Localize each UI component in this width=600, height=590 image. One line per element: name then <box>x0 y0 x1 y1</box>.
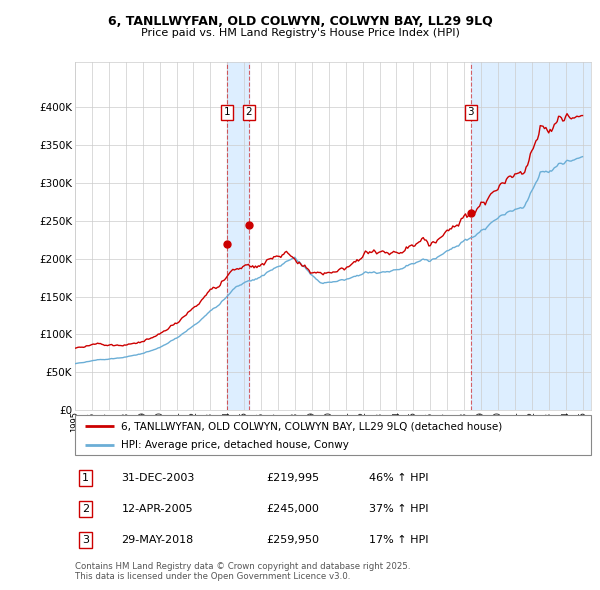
Text: £259,950: £259,950 <box>266 535 319 545</box>
Text: 17% ↑ HPI: 17% ↑ HPI <box>369 535 428 545</box>
Text: Price paid vs. HM Land Registry's House Price Index (HPI): Price paid vs. HM Land Registry's House … <box>140 28 460 38</box>
Bar <box>471 62 591 410</box>
Text: £245,000: £245,000 <box>266 504 319 514</box>
Text: 6, TANLLWYFAN, OLD COLWYN, COLWYN BAY, LL29 9LQ (detached house): 6, TANLLWYFAN, OLD COLWYN, COLWYN BAY, L… <box>121 421 503 431</box>
Text: 3: 3 <box>467 107 474 117</box>
Text: 6, TANLLWYFAN, OLD COLWYN, COLWYN BAY, LL29 9LQ: 6, TANLLWYFAN, OLD COLWYN, COLWYN BAY, L… <box>107 15 493 28</box>
Text: £219,995: £219,995 <box>266 473 319 483</box>
Text: 1: 1 <box>82 473 89 483</box>
Text: HPI: Average price, detached house, Conwy: HPI: Average price, detached house, Conw… <box>121 440 349 450</box>
Text: 1: 1 <box>224 107 230 117</box>
Text: 29-MAY-2018: 29-MAY-2018 <box>121 535 194 545</box>
Text: Contains HM Land Registry data © Crown copyright and database right 2025.
This d: Contains HM Land Registry data © Crown c… <box>75 562 410 581</box>
Bar <box>227 62 249 410</box>
Text: 37% ↑ HPI: 37% ↑ HPI <box>369 504 428 514</box>
Text: 46% ↑ HPI: 46% ↑ HPI <box>369 473 428 483</box>
Text: 2: 2 <box>245 107 252 117</box>
Text: 31-DEC-2003: 31-DEC-2003 <box>121 473 195 483</box>
FancyBboxPatch shape <box>75 415 591 455</box>
Text: 12-APR-2005: 12-APR-2005 <box>121 504 193 514</box>
Text: 3: 3 <box>82 535 89 545</box>
Text: 2: 2 <box>82 504 89 514</box>
